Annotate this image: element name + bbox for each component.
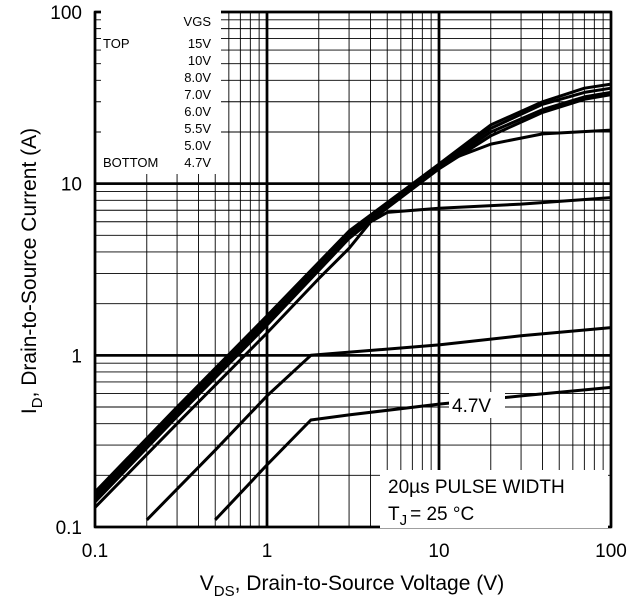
x-label-main: V xyxy=(200,572,214,595)
x-tick-label: 1 xyxy=(262,541,273,562)
legend-bottom-label: BOTTOM xyxy=(103,155,158,170)
y-tick-label: 1 xyxy=(71,346,82,367)
legend-entry: 5.0V xyxy=(184,138,211,153)
curve-label-4-7v: 4.7V xyxy=(452,396,491,417)
x-tick-label: 0.1 xyxy=(82,541,108,562)
annotation-box: 20µs PULSE WIDTH TJ = 25 °C xyxy=(380,470,608,529)
y-tick-label: 10 xyxy=(61,175,82,196)
legend-background xyxy=(101,8,221,174)
tj-sub: J xyxy=(400,512,408,529)
y-label-main: I xyxy=(18,408,41,414)
legend-entry: 5.5V xyxy=(184,121,211,136)
series-line-6-0v xyxy=(93,128,612,503)
x-label-sub: DS xyxy=(214,583,235,600)
series-line-4-7v xyxy=(214,385,612,521)
x-tick-label: 10 xyxy=(428,541,449,562)
tj-main: T xyxy=(388,504,400,525)
legend-entry: 4.7V xyxy=(184,155,211,170)
legend-entry: 15V xyxy=(188,36,211,51)
series-line-5-5v xyxy=(93,196,612,509)
plot-frame xyxy=(93,10,613,529)
junction-temp-note: TJ = 25 °C xyxy=(388,504,474,529)
y-tick-label: 100 xyxy=(50,3,82,24)
y-label-rest: , Drain-to-Source Current (A) xyxy=(18,128,41,398)
legend-entry: 7.0V xyxy=(184,87,211,102)
legend: VGS TOP BOTTOM 15V 10V 8.0V 7.0V 6.0V 5.… xyxy=(101,8,221,174)
y-label-sub: D xyxy=(29,397,46,408)
series-layer xyxy=(93,82,612,521)
legend-entry: 6.0V xyxy=(184,104,211,119)
x-label-rest: , Drain-to-Source Voltage (V) xyxy=(235,572,505,595)
y-tick-label: 0.1 xyxy=(56,518,82,539)
x-tick-label: 100 xyxy=(595,541,627,562)
curve-label-background xyxy=(449,392,505,418)
annotation-background xyxy=(380,470,608,528)
x-axis-label: VDS, Drain-to-Source Voltage (V) xyxy=(200,572,504,600)
tick-layer: 0.1 1 10 100 0.1 1 10 100 xyxy=(50,3,627,562)
legend-top-label: TOP xyxy=(103,36,130,51)
legend-entry: 8.0V xyxy=(184,70,211,85)
pulse-width-note: 20µs PULSE WIDTH xyxy=(388,477,565,498)
series-line-5-0v xyxy=(145,326,612,521)
tj-rest: = 25 °C xyxy=(410,504,474,525)
y-axis-label: ID, Drain-to-Source Current (A) xyxy=(18,128,46,414)
legend-header: VGS xyxy=(184,14,212,29)
legend-entry: 10V xyxy=(188,53,211,68)
